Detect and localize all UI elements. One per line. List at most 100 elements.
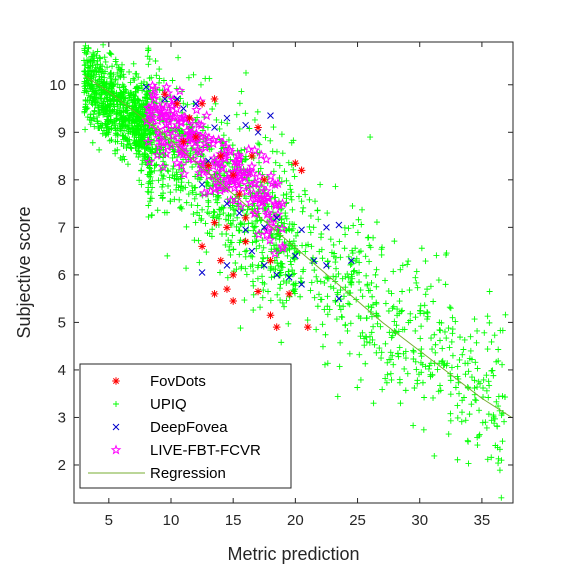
upiq-point <box>324 311 331 318</box>
upiq-point <box>96 102 103 109</box>
legend: FovDots UPIQ DeepFovea LIVE-FBT-FCVR Reg… <box>79 363 292 489</box>
upiq-point <box>108 136 115 143</box>
upiq-point <box>471 377 478 384</box>
upiq-point <box>160 154 167 161</box>
upiq-point <box>356 249 363 256</box>
upiq-point <box>354 229 361 236</box>
upiq-point <box>429 346 436 353</box>
upiq-point <box>92 102 99 109</box>
upiq-point <box>427 360 434 367</box>
upiq-point <box>432 349 439 356</box>
upiq-point <box>183 265 190 272</box>
upiq-point <box>302 248 309 255</box>
upiq-point <box>114 81 121 88</box>
upiq-point <box>282 271 289 278</box>
upiq-point <box>278 178 285 185</box>
upiq-point <box>434 366 441 373</box>
upiq-point <box>324 210 331 217</box>
upiq-point <box>145 173 152 180</box>
upiq-point <box>276 174 283 181</box>
live-fbt-fcvr-point <box>174 85 186 96</box>
upiq-point <box>373 310 380 317</box>
upiq-point <box>276 267 283 274</box>
upiq-point <box>290 238 297 245</box>
deepfovea-point <box>211 124 218 131</box>
live-fbt-fcvr-point <box>146 119 157 130</box>
upiq-point <box>327 283 334 290</box>
fovdots-point <box>248 152 256 160</box>
live-fbt-fcvr-point <box>232 176 243 187</box>
upiq-point <box>184 101 191 108</box>
upiq-point <box>459 397 466 404</box>
upiq-point <box>454 363 461 370</box>
deepfovea-point <box>292 252 299 260</box>
upiq-point <box>191 195 198 202</box>
upiq-point <box>271 194 278 201</box>
upiq-point <box>138 167 145 174</box>
upiq-point <box>145 213 152 220</box>
upiq-point <box>242 156 249 163</box>
upiq-point <box>236 239 243 246</box>
live-fbt-fcvr-point <box>191 104 202 115</box>
upiq-point <box>348 271 355 278</box>
upiq-point <box>412 274 419 281</box>
upiq-point <box>390 361 397 368</box>
upiq-point <box>249 261 256 268</box>
upiq-point <box>415 371 422 378</box>
upiq-point <box>448 364 455 371</box>
upiq-point <box>452 384 459 391</box>
upiq-point <box>424 286 431 293</box>
live-fbt-fcvr-point <box>171 157 183 168</box>
upiq-point <box>259 237 266 244</box>
upiq-point <box>126 126 133 133</box>
upiq-point <box>370 323 377 330</box>
live-fbt-fcvr-point <box>255 200 267 212</box>
upiq-point <box>364 234 371 241</box>
upiq-point <box>190 71 197 78</box>
fovdots-point <box>223 285 231 293</box>
upiq-point <box>267 297 274 304</box>
fovdots-point <box>160 90 169 99</box>
live-fbt-fcvr-point <box>253 228 265 240</box>
upiq-point <box>122 86 129 93</box>
upiq-point <box>128 105 135 112</box>
upiq-point <box>149 177 156 184</box>
upiq-point <box>119 133 126 140</box>
upiq-point <box>210 212 217 219</box>
upiq-point <box>462 417 469 424</box>
upiq-point <box>486 288 493 295</box>
upiq-point <box>299 208 306 215</box>
upiq-point <box>474 327 481 334</box>
upiq-point <box>210 191 217 198</box>
upiq-point <box>165 183 172 190</box>
upiq-point <box>384 359 391 366</box>
deepfovea-point <box>260 262 268 269</box>
upiq-point <box>99 63 106 70</box>
upiq-point <box>467 347 474 354</box>
upiq-point <box>89 101 96 108</box>
upiq-point <box>332 259 339 266</box>
upiq-point <box>93 71 100 78</box>
upiq-point <box>382 277 389 284</box>
upiq-point <box>486 382 493 389</box>
legend-plus-glyph <box>113 401 119 407</box>
live-fbt-fcvr-point <box>182 134 193 145</box>
upiq-point <box>139 97 146 104</box>
upiq-point <box>289 206 296 213</box>
upiq-point <box>257 304 264 311</box>
upiq-point <box>287 186 294 193</box>
upiq-point <box>270 242 277 249</box>
upiq-point <box>136 131 143 138</box>
upiq-point <box>495 455 502 462</box>
upiq-point <box>355 313 362 320</box>
upiq-point <box>307 212 314 219</box>
upiq-point <box>328 249 335 256</box>
upiq-point <box>447 417 454 424</box>
upiq-point <box>342 273 349 280</box>
upiq-point <box>230 246 237 253</box>
upiq-point <box>86 116 93 123</box>
upiq-point <box>105 129 112 136</box>
upiq-point <box>270 168 277 175</box>
upiq-point <box>243 271 250 278</box>
regression-layer <box>83 74 513 418</box>
